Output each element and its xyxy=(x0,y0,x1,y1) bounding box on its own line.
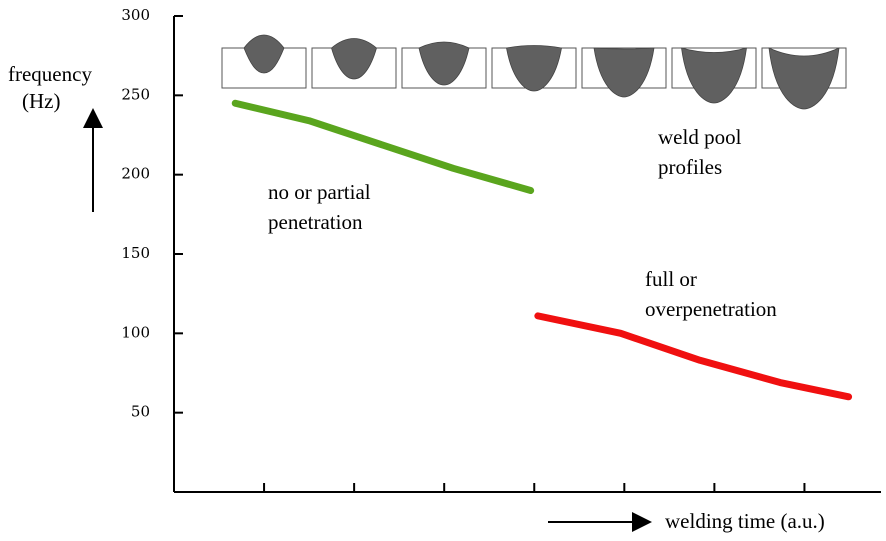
annotation: penetration xyxy=(268,210,363,234)
annotation: overpenetration xyxy=(645,297,777,321)
y-tick-label: 300 xyxy=(121,6,150,24)
annotation: weld pool xyxy=(658,125,742,149)
profile-shape xyxy=(682,48,747,103)
line xyxy=(235,103,530,190)
profile-shape xyxy=(594,48,654,97)
y-axis-label: frequency xyxy=(8,62,92,86)
y-tick-label: 250 xyxy=(121,85,150,103)
annotation: profiles xyxy=(658,155,722,179)
y-tick-label: 100 xyxy=(121,323,150,341)
annotation: no or partial xyxy=(268,180,371,204)
line xyxy=(538,316,849,397)
profile-shape xyxy=(769,48,839,109)
y-tick-label: 150 xyxy=(121,244,150,262)
y-tick-label: 200 xyxy=(121,165,150,183)
y-axis-label: (Hz) xyxy=(22,89,60,113)
annotation: full or xyxy=(645,267,697,291)
x-axis-label: welding time (a.u.) xyxy=(665,509,825,533)
y-tick-label: 50 xyxy=(131,403,150,421)
chart: welding time (a.u.) 50 100 150 200 250 300 fre… xyxy=(0,0,886,541)
